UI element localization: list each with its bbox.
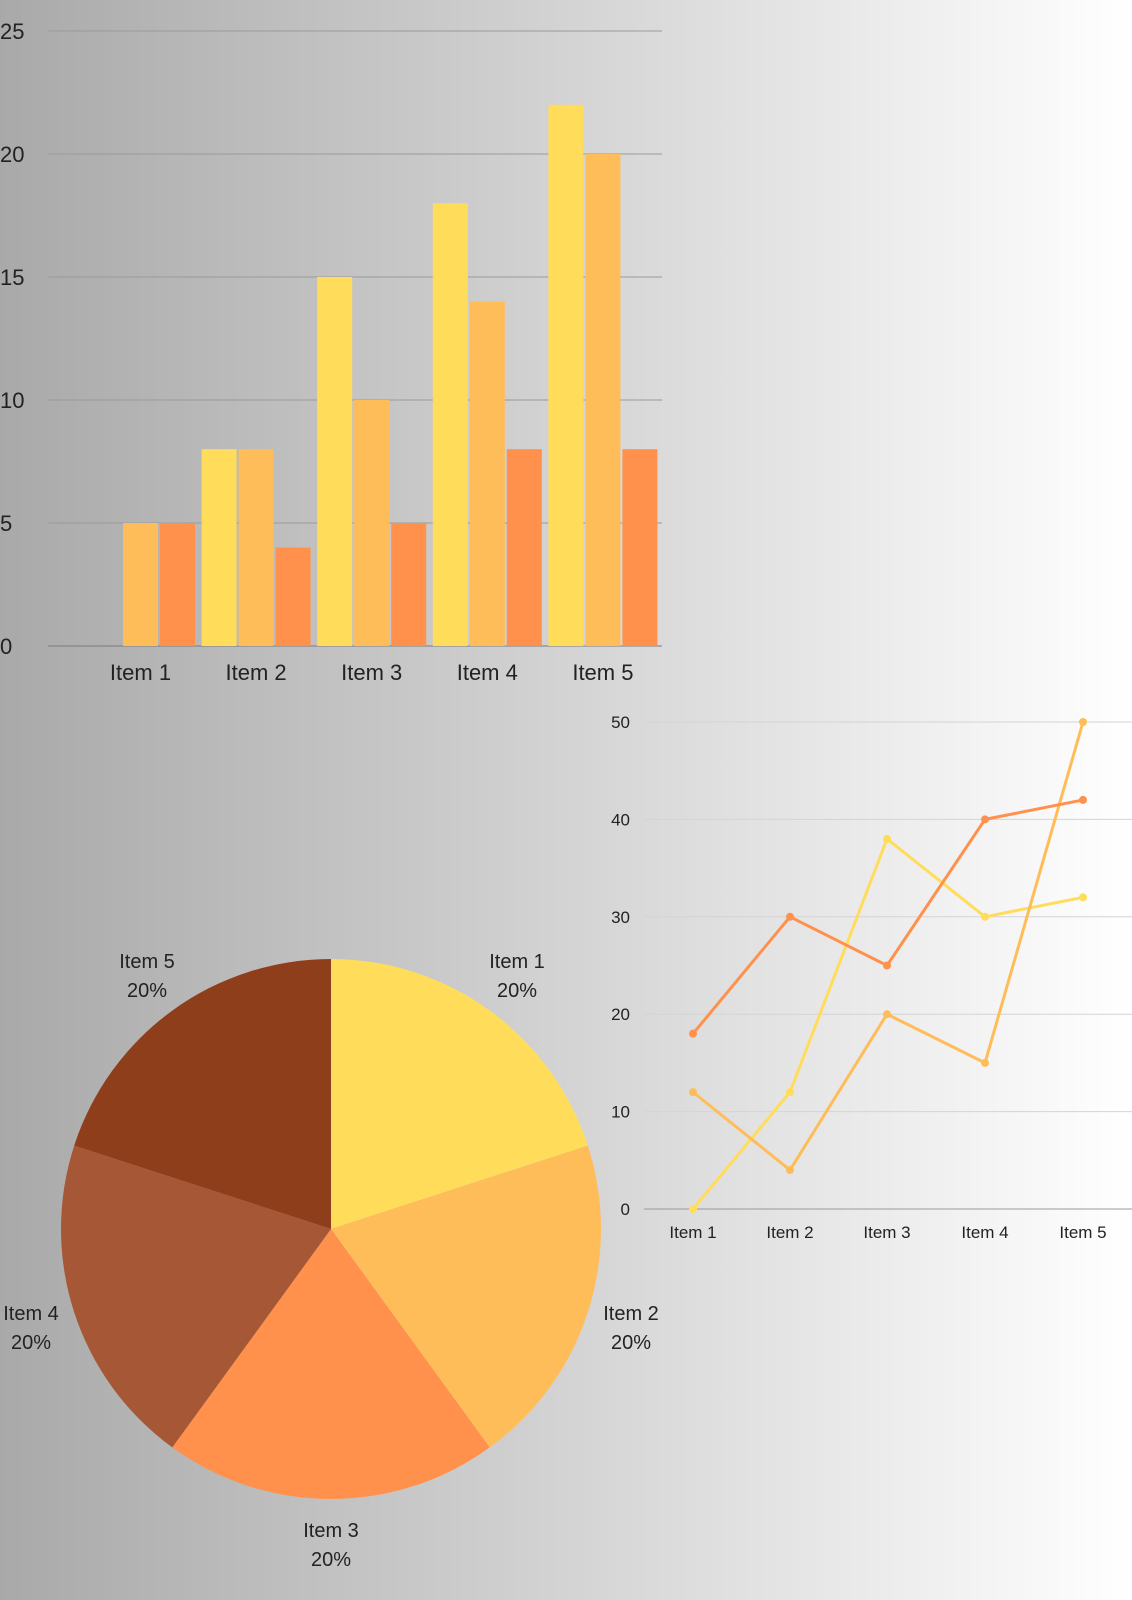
bar-item xyxy=(201,449,237,646)
bar-y-tick-label: 20 xyxy=(0,142,24,167)
line-y-tick-label: 10 xyxy=(611,1103,630,1122)
bar-x-tick-label: Item 2 xyxy=(226,660,287,685)
line-series xyxy=(691,837,1084,1210)
pie-slice-percent: 20% xyxy=(11,1332,51,1354)
bar-item xyxy=(622,449,658,646)
bar-x-tick-label: Item 4 xyxy=(457,660,518,685)
line-y-tick-label: 0 xyxy=(621,1200,630,1219)
bar-x-tick-label: Item 3 xyxy=(341,660,402,685)
line-point xyxy=(981,1058,989,1067)
bar-item xyxy=(432,203,468,646)
line-y-tick-label: 30 xyxy=(611,908,630,927)
bar-item xyxy=(275,547,311,646)
line-point xyxy=(1079,795,1087,804)
line-chart: 0 10 20 30 40 50 Item 1 Item 2 Item 3 Item 4 Item … xyxy=(611,713,1132,1242)
pie-slice-percent: 20% xyxy=(127,980,167,1002)
bar-y-tick-label: 0 xyxy=(0,634,12,659)
pie-slice-label: Item 2 xyxy=(603,1303,659,1325)
bar-item xyxy=(585,154,621,646)
pie-slice xyxy=(74,959,332,1229)
line-point xyxy=(689,1205,697,1213)
pie-slice-label: Item 3 xyxy=(303,1520,359,1542)
line-x-tick-label: Item 2 xyxy=(766,1223,813,1242)
line-y-tick-label: 50 xyxy=(611,713,630,732)
line-point xyxy=(786,912,794,921)
bar-item xyxy=(506,449,542,646)
bar-item xyxy=(391,523,427,646)
pie-slice xyxy=(61,1145,332,1448)
line-point xyxy=(981,912,989,921)
pie-chart: Item 1 20% Item 2 20% Item 3 20% Item 4 20% Item… xyxy=(3,951,659,1571)
line-x-tick-label: Item 1 xyxy=(669,1223,716,1242)
pie-slice xyxy=(331,959,588,1229)
bar-item xyxy=(469,301,505,646)
pie-slice xyxy=(172,1229,490,1499)
bar-item xyxy=(160,523,195,646)
bar-x-tick-label: Item 1 xyxy=(110,660,171,685)
bar-item xyxy=(238,449,274,646)
line-point xyxy=(786,1088,794,1097)
pie-slice xyxy=(331,1145,601,1448)
pie-slice-label: Item 5 xyxy=(119,951,175,973)
pie-slice-percent: 20% xyxy=(497,980,537,1002)
bar-item xyxy=(354,400,390,646)
bar-item xyxy=(123,523,158,646)
bar-y-tick-label: 15 xyxy=(0,265,24,290)
line-x-tick-label: Item 5 xyxy=(1059,1223,1106,1242)
line-series xyxy=(692,721,1085,1172)
line-x-tick-label: Item 4 xyxy=(961,1223,1008,1242)
line-y-tick-label: 20 xyxy=(611,1005,630,1024)
bar-item xyxy=(317,277,353,646)
pie-slice-label: Item 1 xyxy=(489,951,545,973)
line-point xyxy=(689,1088,697,1097)
bar-x-tick-label: Item 5 xyxy=(572,660,633,685)
pie-slice-percent: 20% xyxy=(311,1549,351,1571)
bar-y-tick-label: 5 xyxy=(0,511,12,536)
line-x-tick-label: Item 3 xyxy=(863,1223,910,1242)
line-point xyxy=(1079,893,1087,902)
line-y-tick-label: 40 xyxy=(611,810,630,829)
line-point xyxy=(883,961,891,970)
bar-y-tick-label: 25 xyxy=(0,19,24,44)
bar-chart: 0 5 10 15 20 25 Item 1 Item 2 Item 3 Item 4 Item 5 xyxy=(0,19,662,685)
line-point xyxy=(883,834,891,843)
line-point xyxy=(1079,718,1087,726)
line-point xyxy=(981,815,989,824)
line-point xyxy=(689,1029,697,1038)
line-point xyxy=(786,1166,794,1175)
pie-slice-percent: 20% xyxy=(611,1332,651,1354)
line-point xyxy=(883,1010,891,1019)
pie-slice-label: Item 4 xyxy=(3,1303,59,1325)
bar-item xyxy=(548,104,584,647)
bar-y-tick-label: 10 xyxy=(0,388,24,413)
